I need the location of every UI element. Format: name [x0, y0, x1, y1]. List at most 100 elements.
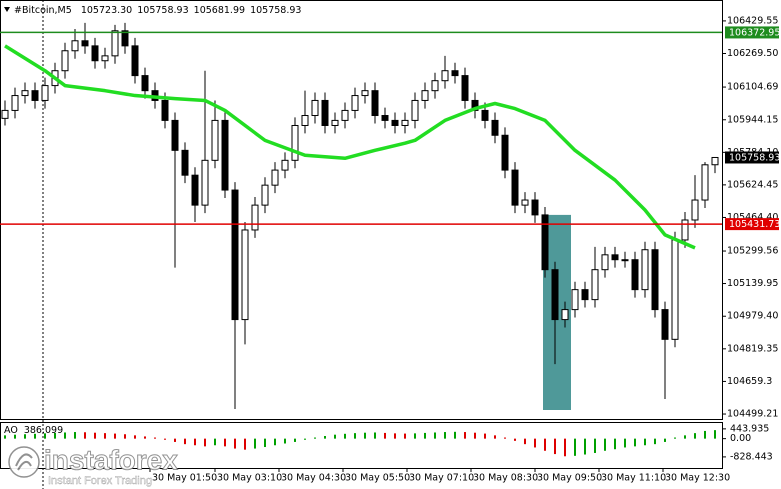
- candle-body: [661, 309, 669, 340]
- indicator-value: 386.099: [24, 425, 63, 436]
- candle-body: [31, 90, 39, 101]
- indicator-bar: [144, 436, 146, 439]
- candle-body: [601, 254, 609, 271]
- candle-body: [291, 124, 299, 161]
- candle-body: [371, 90, 379, 117]
- candle-body: [451, 70, 459, 77]
- candle-body: [241, 229, 249, 321]
- candle-body: [431, 80, 439, 92]
- candle-body: [281, 159, 289, 171]
- indicator-bar: [324, 436, 326, 439]
- indicator-bar: [514, 438, 516, 441]
- y-tick-label: 104819.35: [727, 343, 778, 354]
- indicator-bar: [204, 438, 206, 447]
- x-tick-label: 30 May 04:30: [281, 473, 346, 484]
- candle-body: [211, 119, 219, 161]
- price-label-box: [725, 151, 779, 164]
- candle-body: [711, 156, 719, 166]
- candle-body: [251, 204, 259, 231]
- indicator-bar: [84, 432, 86, 439]
- indicator-bar: [714, 430, 716, 439]
- indicator-bar: [424, 432, 426, 439]
- indicator-bar: [674, 437, 676, 439]
- indicator-bar: [134, 435, 136, 439]
- indicator-bar: [574, 438, 576, 456]
- candle-body: [231, 189, 239, 321]
- candle-body: [511, 169, 519, 206]
- candle-body: [501, 134, 509, 171]
- indicator-bar: [94, 432, 96, 439]
- candle-body: [691, 199, 699, 221]
- indicator-bar: [224, 438, 226, 447]
- candle-body: [581, 289, 589, 301]
- x-tick-label: 30 May 03:10: [217, 473, 282, 484]
- high-label: 105758.93: [137, 5, 188, 16]
- y-tick-label: 105944.15: [727, 114, 778, 125]
- candle-body: [61, 50, 69, 72]
- y-tick-label: -828.443: [730, 451, 773, 462]
- y-tick-label: 105624.45: [727, 179, 778, 190]
- x-tick-label: 30 May 05:50: [345, 473, 410, 484]
- candle-body: [421, 90, 429, 101]
- candle-body: [561, 309, 569, 321]
- indicator-bar: [124, 434, 126, 439]
- indicator-bar: [474, 432, 476, 439]
- candle-body: [101, 55, 109, 62]
- indicator-bar: [154, 437, 156, 439]
- candle-body: [121, 30, 129, 47]
- candle-body: [141, 75, 149, 92]
- indicator-bar: [444, 432, 446, 439]
- x-tick-label: 30 May 08:30: [473, 473, 538, 484]
- indicator-bar: [364, 432, 366, 439]
- indicator-bar: [14, 434, 16, 439]
- indicator-bar: [544, 438, 546, 451]
- candle-body: [361, 90, 369, 97]
- y-tick-label: 105464.40: [727, 212, 778, 223]
- indicator-bar: [584, 438, 586, 455]
- candle-body: [531, 199, 539, 216]
- x-tick-label: 30 May 09:50: [537, 473, 602, 484]
- indicator-bar: [244, 438, 246, 450]
- indicator-bar: [654, 438, 656, 445]
- indicator-bar: [174, 438, 176, 442]
- candle-body: [401, 119, 409, 126]
- low-label: 105681.99: [194, 5, 245, 16]
- indicator-bar: [454, 431, 456, 439]
- candle-body: [631, 259, 639, 291]
- indicator-bar: [604, 438, 606, 451]
- indicator-bar: [4, 435, 6, 439]
- indicator-bar: [64, 432, 66, 439]
- indicator-bar: [404, 433, 406, 439]
- indicator-bar: [34, 433, 36, 439]
- indicator-bar: [234, 438, 236, 449]
- indicator-bar: [354, 433, 356, 439]
- indicator-bar: [214, 438, 216, 446]
- symbol-icon: [4, 7, 10, 12]
- candle-body: [181, 149, 189, 176]
- chart-header: #Bitcoin,M5 105723.30 105758.93 105681.9…: [14, 5, 301, 16]
- candle-body: [541, 214, 549, 271]
- indicator-bar: [54, 432, 56, 439]
- candle-body: [41, 85, 49, 101]
- x-tick-label: 30 May 07:10: [409, 473, 474, 484]
- x-tick-label: 30 May 11:10: [601, 473, 666, 484]
- candle-body: [521, 199, 529, 206]
- tagline: Instant Forex Trading: [48, 475, 152, 487]
- candle-body: [551, 269, 559, 321]
- level-label-box: [725, 26, 779, 39]
- main-frame: [0, 0, 723, 420]
- indicator-bar: [664, 438, 666, 442]
- candle-body: [641, 249, 649, 291]
- moving-average: [4, 44, 696, 250]
- candle-body: [621, 259, 629, 262]
- indicator-bar: [374, 432, 376, 439]
- candle-body: [411, 99, 419, 121]
- candle-body: [591, 269, 599, 301]
- indicator-header: AO 386.099: [4, 425, 63, 436]
- y-tick-label: 104499.21: [727, 409, 778, 420]
- x-tick-label: 30 May 12:30: [665, 473, 730, 484]
- candle-body: [701, 164, 709, 201]
- level-label: 106372.95: [729, 27, 780, 38]
- indicator-bar: [394, 433, 396, 439]
- level-label-box: [725, 218, 779, 231]
